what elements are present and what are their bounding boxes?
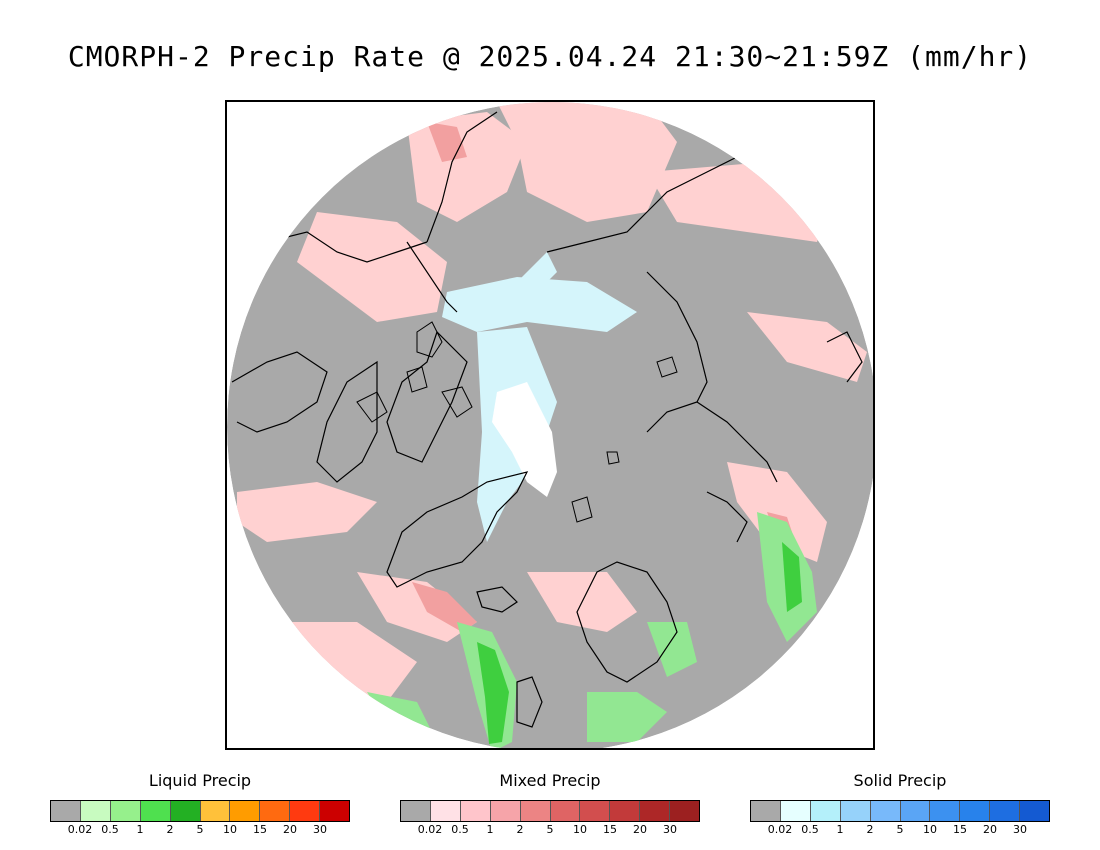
color-swatch xyxy=(580,801,611,821)
color-swatch xyxy=(520,801,551,821)
legend-tick-label: 20 xyxy=(983,823,997,836)
legend-tick-label: 15 xyxy=(953,823,967,836)
color-swatch xyxy=(140,801,171,821)
color-swatch xyxy=(810,801,841,821)
color-swatch xyxy=(200,801,231,821)
legend-ticks-mixed: 0.02 0.5 1 2 5 10 15 20 30 xyxy=(400,823,700,837)
color-swatch xyxy=(170,801,201,821)
legend-tick-label: 15 xyxy=(603,823,617,836)
legend-tick-label: 15 xyxy=(253,823,267,836)
color-swatch xyxy=(751,801,781,821)
legend-tick-label: 30 xyxy=(313,823,327,836)
color-swatch xyxy=(460,801,491,821)
color-swatch xyxy=(930,801,961,821)
legend-tick-label: 5 xyxy=(896,823,904,836)
color-swatch xyxy=(780,801,811,821)
color-swatch xyxy=(490,801,521,821)
polar-map xyxy=(227,102,873,748)
legend-ticks-liquid: 0.02 0.5 1 2 5 10 15 20 30 xyxy=(50,823,350,837)
color-swatch xyxy=(640,801,671,821)
legend-liquid: Liquid Precip 0.02 0.5 1 2 5 10 15 20 30 xyxy=(50,770,350,837)
solid-precip-heavy xyxy=(492,382,557,497)
legend-tick-label: 0.02 xyxy=(767,823,793,836)
color-bar-mixed xyxy=(400,800,700,822)
legend-tick-label: 2 xyxy=(866,823,874,836)
liquid-precip-moderate xyxy=(477,542,802,744)
chart-title: CMORPH-2 Precip Rate @ 2025.04.24 21:30~… xyxy=(67,40,1033,73)
legend-tick-label: 2 xyxy=(516,823,524,836)
legend-tick-label: 20 xyxy=(283,823,297,836)
solid-precip-regions xyxy=(442,252,637,542)
legend-tick-label: 30 xyxy=(663,823,677,836)
legend-tick-label: 30 xyxy=(1013,823,1027,836)
color-swatch xyxy=(260,801,291,821)
color-bar-liquid xyxy=(50,800,350,822)
legend-title-mixed: Mixed Precip xyxy=(499,771,601,790)
color-swatch xyxy=(990,801,1021,821)
legend-mixed: Mixed Precip 0.02 0.5 1 2 5 10 15 20 30 xyxy=(400,770,700,837)
color-swatch xyxy=(110,801,141,821)
color-swatch xyxy=(1020,801,1050,821)
legend-tick-label: 2 xyxy=(166,823,174,836)
legend-tick-label: 5 xyxy=(546,823,554,836)
legend-tick-label: 0.5 xyxy=(101,823,119,836)
color-swatch xyxy=(870,801,901,821)
color-swatch xyxy=(320,801,350,821)
color-swatch xyxy=(550,801,581,821)
color-swatch xyxy=(610,801,641,821)
legend-tick-label: 0.02 xyxy=(67,823,93,836)
legend-tick-label: 5 xyxy=(196,823,204,836)
legend-ticks-solid: 0.02 0.5 1 2 5 10 15 20 30 xyxy=(750,823,1050,837)
legend-tick-label: 1 xyxy=(136,823,144,836)
legend-tick-label: 20 xyxy=(633,823,647,836)
island-coastlines xyxy=(356,321,678,523)
color-swatch xyxy=(401,801,431,821)
legend-tick-label: 1 xyxy=(486,823,494,836)
color-swatch xyxy=(840,801,871,821)
color-swatch xyxy=(80,801,111,821)
legend-tick-label: 1 xyxy=(836,823,844,836)
color-swatch xyxy=(430,801,461,821)
legend-title-liquid: Liquid Precip xyxy=(148,771,252,790)
color-bar-solid xyxy=(750,800,1050,822)
legend-solid: Solid Precip 0.02 0.5 1 2 5 10 15 20 30 xyxy=(750,770,1050,837)
legend-tick-label: 0.5 xyxy=(801,823,819,836)
mixed-precip-regions xyxy=(237,102,867,722)
color-swatch xyxy=(51,801,81,821)
legend-tick-label: 0.5 xyxy=(451,823,469,836)
color-swatch xyxy=(960,801,991,821)
color-swatch xyxy=(900,801,931,821)
legend-tick-label: 10 xyxy=(923,823,937,836)
color-swatch xyxy=(230,801,261,821)
color-swatch xyxy=(290,801,321,821)
legend-tick-label: 10 xyxy=(573,823,587,836)
color-swatch xyxy=(670,801,700,821)
legend-tick-label: 10 xyxy=(223,823,237,836)
map-frame xyxy=(225,100,875,750)
legend-title-solid: Solid Precip xyxy=(853,771,947,790)
legend-tick-label: 0.02 xyxy=(417,823,443,836)
